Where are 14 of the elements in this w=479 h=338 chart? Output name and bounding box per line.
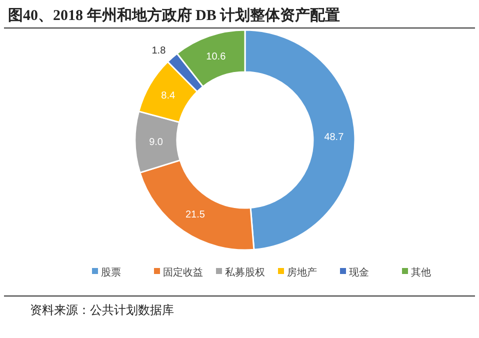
data-label: 21.5 [185, 209, 206, 220]
legend-label: 其他 [411, 266, 431, 278]
legend-label: 房地产 [287, 266, 317, 278]
legend-label: 固定收益 [163, 266, 203, 278]
data-label: 48.7 [324, 132, 344, 143]
legend-label: 现金 [349, 266, 369, 278]
data-label: 10.6 [206, 51, 226, 62]
data-label: 1.8 [152, 45, 166, 56]
legend-label: 股票 [101, 268, 121, 278]
data-label: 8.4 [161, 90, 176, 102]
chart-title: 图40、2018 年州和地方政府 DB 计划整体资产配置 [8, 6, 340, 24]
data-label: 9.0 [149, 137, 164, 148]
legend-label: 私募股权 [225, 266, 265, 278]
text: 资料来源：公共计划数据库 [30, 303, 174, 317]
